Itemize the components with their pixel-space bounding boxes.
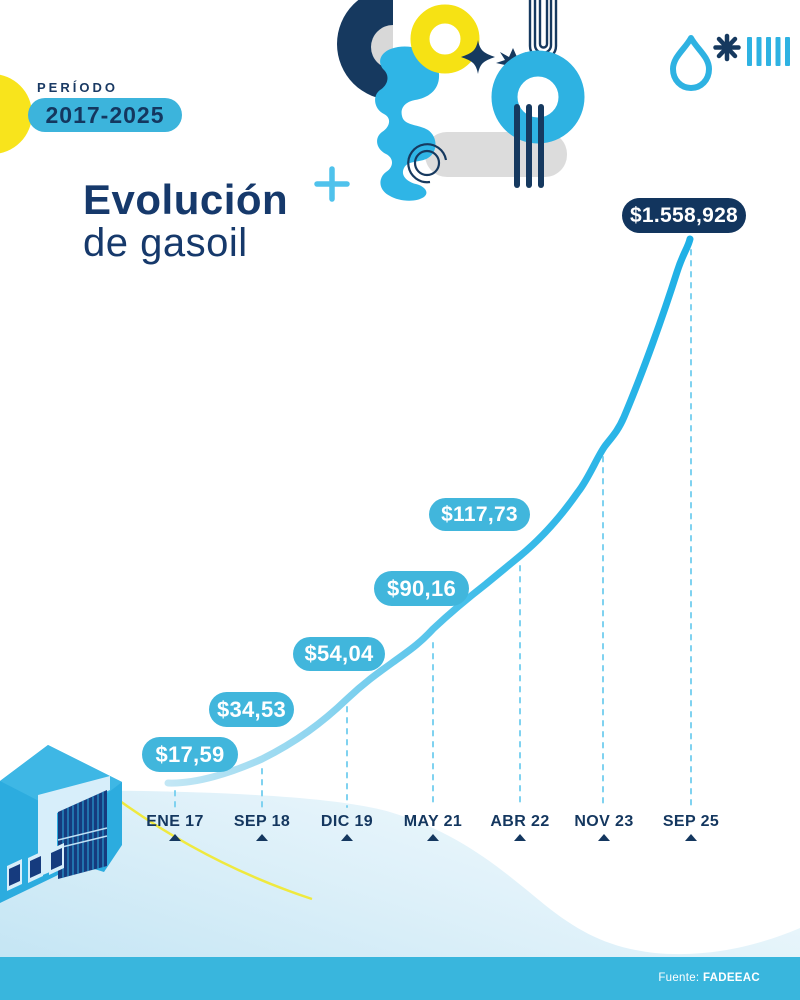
five-stripes-icon [747, 37, 790, 66]
axis-marker-triangle [256, 834, 268, 841]
squiggle-blob [375, 46, 440, 201]
yellow-ring [410, 4, 480, 74]
value-pill-dic19: $54,04 [293, 637, 385, 671]
period-range-badge: 2017-2025 [28, 98, 182, 132]
warehouse-windows [7, 843, 64, 891]
value-pill-sep18: $34,53 [209, 692, 294, 727]
axis-label-abr22: ABR 22 [490, 813, 550, 830]
source-credit: Fuente: FADEEAC [658, 972, 760, 984]
value-pill-sep25: $1.558,928 [622, 198, 746, 233]
axis-marker-triangle [169, 834, 181, 841]
axis-marker-triangle [427, 834, 439, 841]
water-drop-icon [670, 35, 712, 91]
nested-u-lines [528, 0, 558, 61]
axis-label-ene17: ENE 17 [146, 813, 204, 830]
value-pill-may21: $90,16 [374, 571, 469, 606]
axis-label-sep25: SEP 25 [662, 813, 720, 830]
price-line [164, 235, 694, 787]
page-title-line2: de gasoil [83, 221, 248, 265]
period-range-text: 2017-2025 [45, 101, 165, 128]
axis-label-may21: MAY 21 [403, 813, 463, 830]
bottom-wave [0, 790, 800, 1000]
half-donut [337, 0, 393, 100]
decorative-cluster [314, 0, 585, 202]
plus-icon [314, 166, 350, 202]
sparkle-star [461, 40, 495, 74]
drop-lines [174, 249, 692, 808]
source-prefix: Fuente: [658, 972, 700, 984]
axis-marker-triangle [598, 834, 610, 841]
value-pill-ene17: $17,59 [142, 737, 238, 772]
warehouse-illustration [0, 745, 122, 903]
three-bars [514, 104, 544, 188]
axis-label-sep18: SEP 18 [233, 813, 291, 830]
axis-label-nov23: NOV 23 [574, 813, 634, 830]
axis-label-dic19: DIC 19 [320, 813, 374, 830]
axis-marker-triangle [341, 834, 353, 841]
source-name: FADEEAC [702, 972, 760, 984]
axis-marker-triangle [685, 834, 697, 841]
value-pill-abr22: $117,73 [429, 498, 530, 531]
footer-band [0, 957, 800, 1000]
axis-marker-triangle [514, 834, 526, 841]
period-label: PERÍODO [37, 80, 118, 95]
page-title-line1: Evolución [83, 176, 289, 223]
yellow-accent-line [112, 794, 313, 901]
asterisk-icon [713, 33, 741, 62]
double-arc [407, 143, 448, 184]
top-right-icons [670, 33, 790, 91]
